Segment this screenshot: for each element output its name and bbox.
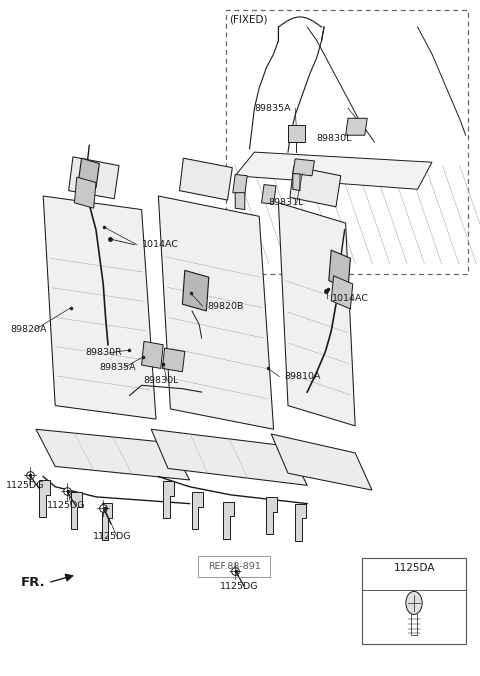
Polygon shape xyxy=(288,125,305,142)
Text: 1125DG: 1125DG xyxy=(93,531,131,541)
Bar xyxy=(226,10,468,274)
Text: 1125DG: 1125DG xyxy=(220,581,258,591)
Polygon shape xyxy=(235,193,245,210)
Polygon shape xyxy=(182,270,209,311)
Text: 89820B: 89820B xyxy=(207,301,244,311)
Text: 1014AC: 1014AC xyxy=(332,294,369,304)
Text: (FIXED): (FIXED) xyxy=(229,15,268,25)
Polygon shape xyxy=(102,503,112,540)
Text: 89830L: 89830L xyxy=(143,376,179,385)
Bar xyxy=(362,558,466,644)
Text: 89830R: 89830R xyxy=(85,348,122,358)
Text: 1014AC: 1014AC xyxy=(142,240,179,249)
Text: 1125DG: 1125DG xyxy=(6,481,44,490)
Polygon shape xyxy=(162,348,185,372)
Text: 89820A: 89820A xyxy=(11,325,47,335)
Polygon shape xyxy=(36,429,190,480)
Polygon shape xyxy=(295,504,306,541)
Text: 89835A: 89835A xyxy=(100,363,136,372)
Polygon shape xyxy=(290,166,341,207)
Polygon shape xyxy=(293,159,314,176)
Polygon shape xyxy=(278,203,355,426)
Polygon shape xyxy=(43,196,156,419)
Polygon shape xyxy=(293,174,300,191)
Polygon shape xyxy=(71,492,82,529)
Text: REF.88-891: REF.88-891 xyxy=(208,562,261,571)
Polygon shape xyxy=(39,480,50,517)
Text: 89831L: 89831L xyxy=(269,198,304,208)
Polygon shape xyxy=(142,341,163,368)
Polygon shape xyxy=(271,434,372,490)
Polygon shape xyxy=(192,492,203,529)
Polygon shape xyxy=(151,429,307,485)
Polygon shape xyxy=(78,158,99,188)
Polygon shape xyxy=(346,118,367,135)
Text: 89835A: 89835A xyxy=(254,103,291,113)
Polygon shape xyxy=(262,185,276,204)
Polygon shape xyxy=(266,497,277,534)
Text: 1125DG: 1125DG xyxy=(47,501,85,510)
Text: 89810A: 89810A xyxy=(284,372,321,381)
Polygon shape xyxy=(223,502,234,539)
Circle shape xyxy=(406,592,422,614)
Polygon shape xyxy=(69,157,119,199)
Polygon shape xyxy=(74,177,96,208)
Polygon shape xyxy=(233,174,247,195)
Polygon shape xyxy=(331,276,353,309)
Text: 89830L: 89830L xyxy=(317,134,352,143)
Polygon shape xyxy=(235,152,432,189)
Polygon shape xyxy=(180,158,232,200)
Polygon shape xyxy=(329,250,350,289)
Polygon shape xyxy=(163,481,174,518)
Polygon shape xyxy=(158,196,274,429)
Text: FR.: FR. xyxy=(21,576,46,589)
Text: 1125DA: 1125DA xyxy=(394,563,435,573)
